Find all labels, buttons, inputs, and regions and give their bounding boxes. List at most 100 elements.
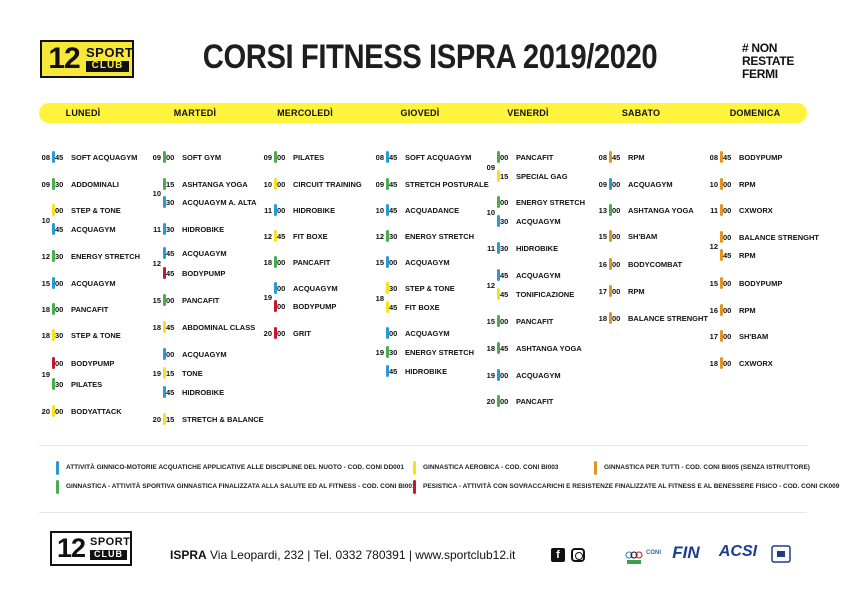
course-name: ACQUAGYM A. ALTA	[182, 198, 257, 207]
course-minutes: 30	[389, 348, 398, 357]
course-entry: 09 30 ADDOMINALI	[39, 178, 149, 192]
course-entry: 09 00 ACQUAGYM	[596, 178, 706, 192]
category-color-bar	[274, 204, 277, 216]
instagram-icon[interactable]	[571, 548, 585, 562]
course-hour: 13	[598, 206, 607, 215]
course-minutes: 30	[55, 380, 64, 389]
course-minutes: 30	[55, 180, 64, 189]
slogan: # NON RESTATE FERMI	[742, 42, 817, 81]
course-entry: 15 00 BODYPUMP	[707, 277, 817, 291]
course-entry: 30 ACQUAGYM A. ALTA	[150, 196, 260, 210]
course-hour: 20	[41, 407, 50, 416]
course-name: HIDROBIKE	[182, 225, 225, 234]
category-color-bar	[720, 277, 723, 289]
course-minutes: 00	[612, 314, 621, 323]
category-color-bar	[609, 312, 612, 324]
course-minutes: 45	[55, 153, 64, 162]
course-minutes: 00	[723, 332, 732, 341]
course-hour: 15	[375, 258, 384, 267]
category-color-bar	[497, 288, 500, 300]
course-entry: 11 30 HIDROBIKE	[484, 242, 594, 256]
course-entry: 09 00 PILATES	[261, 151, 371, 165]
course-hour: 08	[375, 153, 384, 162]
course-minutes: 30	[500, 244, 509, 253]
course-minutes: 45	[166, 323, 175, 332]
course-hour: 09	[375, 180, 384, 189]
course-hour: 10	[263, 180, 272, 189]
logo-word-club: CLUB	[86, 61, 129, 72]
course-entry: 18 30 STEP & TONE	[373, 282, 483, 303]
course-minutes: 15	[166, 369, 175, 378]
course-name: PANCAFIT	[293, 258, 331, 267]
course-minutes: 45	[166, 249, 175, 258]
course-entry: 45 TONIFICAZIONE	[484, 288, 594, 302]
course-hour: 08	[598, 153, 607, 162]
course-entry: 20 00 GRIT	[261, 327, 371, 341]
category-color-bar	[274, 282, 277, 294]
course-name: BODYCOMBAT	[628, 260, 683, 269]
course-name: BODYPUMP	[293, 302, 337, 311]
course-name: ENERGY STRETCH	[405, 232, 475, 241]
course-entry: 09 00 PANCAFIT	[484, 151, 594, 172]
category-color-bar	[720, 304, 723, 316]
acsi-logo: ACSI	[718, 543, 758, 560]
course-entry: 08 45 SOFT ACQUAGYM	[373, 151, 483, 165]
course-entry: 45 BODYPUMP	[150, 267, 260, 281]
course-minutes: 30	[166, 198, 175, 207]
course-hour: 12	[152, 259, 161, 268]
day-label: Mercoledì	[277, 108, 333, 118]
category-color-bar	[609, 204, 612, 216]
course-name: ASHTANGA YOGA	[628, 206, 694, 215]
course-entry: 45 HIDROBIKE	[373, 365, 483, 379]
course-hour: 18	[486, 344, 495, 353]
course-entry: 08 45 SOFT ACQUAGYM	[39, 151, 149, 165]
course-hour: 18	[152, 323, 161, 332]
course-minutes: 00	[55, 279, 64, 288]
course-entry: 30 ENERGY STRETCH	[373, 346, 483, 360]
course-hour: 10	[375, 206, 384, 215]
divider	[39, 512, 807, 513]
category-color-bar	[163, 294, 166, 306]
course-name: RPM	[739, 306, 756, 315]
course-minutes: 00	[277, 206, 286, 215]
course-hour: 20	[152, 415, 161, 424]
course-entry: 15 00 PANCAFIT	[484, 315, 594, 329]
course-hour: 17	[709, 332, 718, 341]
category-color-bar	[52, 204, 55, 216]
course-hour: 12	[709, 242, 718, 251]
course-name: HIDROBIKE	[293, 206, 336, 215]
course-hour: 09	[598, 180, 607, 189]
course-entry: 18 30 STEP & TONE	[39, 329, 149, 343]
course-minutes: 00	[277, 329, 286, 338]
course-minutes: 00	[277, 180, 286, 189]
course-hour: 11	[153, 225, 161, 234]
course-entry: 10 00 ENERGY STRETCH	[484, 196, 594, 217]
course-minutes: 00	[55, 206, 64, 215]
course-name: PANCAFIT	[182, 296, 220, 305]
facebook-icon[interactable]: f	[551, 548, 565, 562]
course-entry: 12 45 ACQUAGYM	[150, 247, 260, 268]
course-name: RPM	[628, 287, 645, 296]
category-color-bar	[497, 215, 500, 227]
course-name: ENERGY STRETCH	[516, 198, 586, 207]
course-minutes: 45	[166, 388, 175, 397]
course-entry: 10 00 STEP & TONE	[39, 204, 149, 225]
course-name: ACQUAGYM	[71, 279, 116, 288]
course-name: BODYPUMP	[182, 269, 226, 278]
category-color-bar	[163, 196, 166, 208]
course-minutes: 30	[55, 252, 64, 261]
course-minutes: 00	[55, 305, 64, 314]
course-name: RPM	[739, 180, 756, 189]
course-entry: 11 00 HIDROBIKE	[261, 204, 371, 218]
category-color-bar	[386, 346, 389, 358]
course-name: HIDROBIKE	[516, 244, 559, 253]
course-name: ACQUAGYM	[182, 350, 227, 359]
category-color-bar	[497, 342, 500, 354]
course-entry: 18 00 BALANCE STRENGHT	[596, 312, 708, 326]
course-hour: 15	[598, 232, 607, 241]
category-color-bar	[720, 330, 723, 342]
category-color-bar	[163, 223, 166, 235]
day-label: Lunedì	[65, 108, 101, 118]
course-entry: 17 00 SH'BAM	[707, 330, 817, 344]
course-name: ADDOMINALI	[71, 180, 119, 189]
